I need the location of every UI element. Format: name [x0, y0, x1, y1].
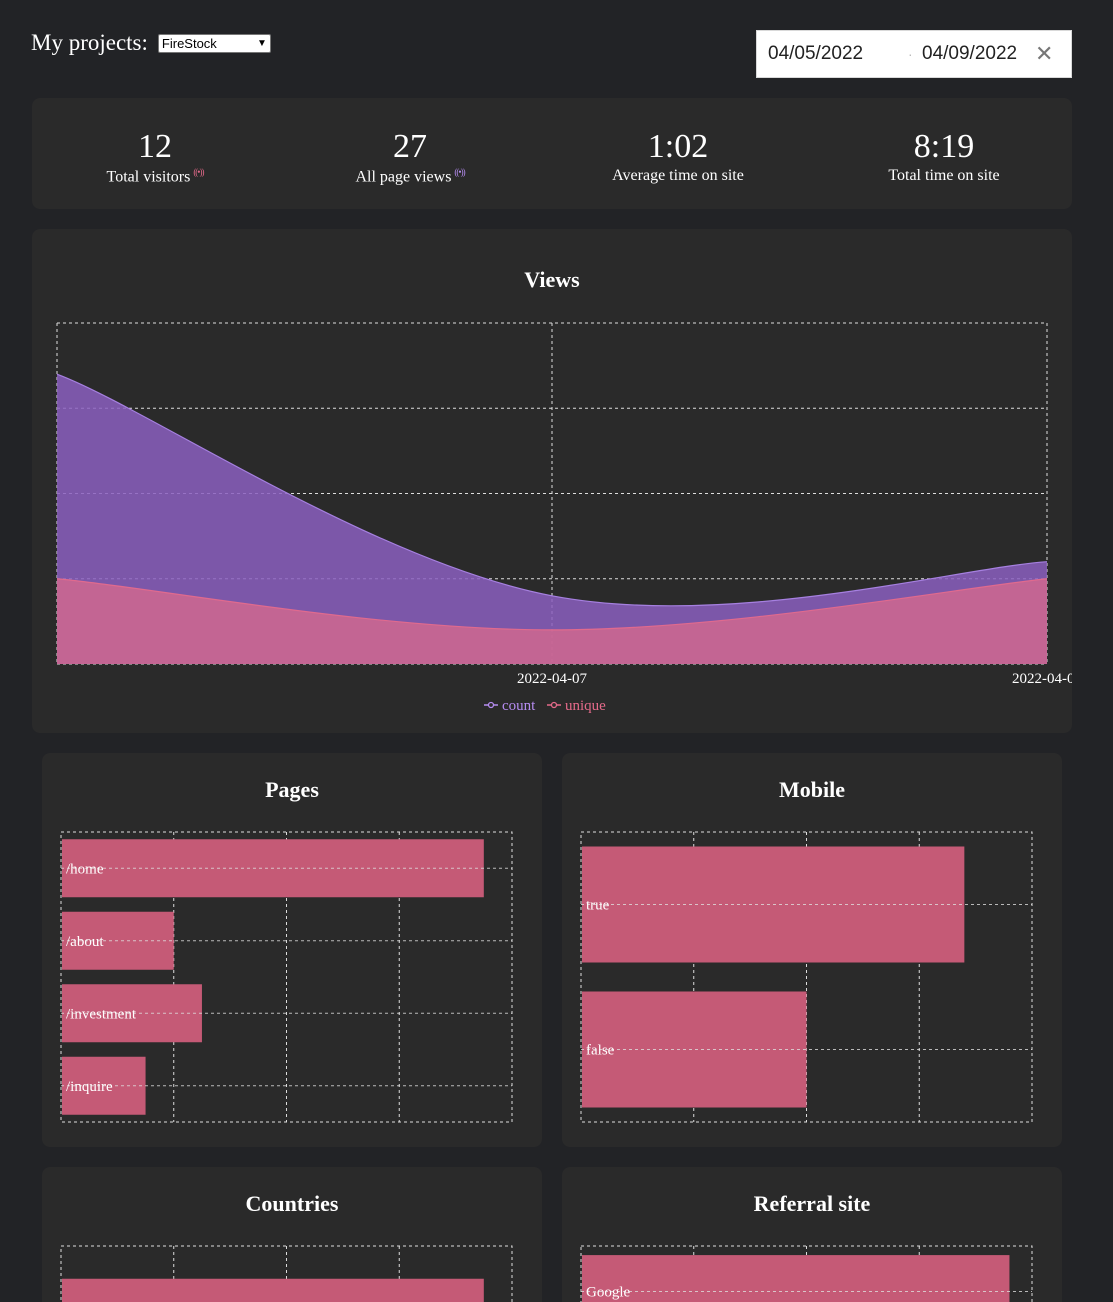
stat-total-time: 8:19 Total time on site: [834, 128, 1054, 185]
x-tick-label: 2022-04-08: [1012, 671, 1072, 687]
stats-card: 12 Total visitors ((•)) 27 All page views…: [32, 98, 1072, 209]
chart-title: Pages: [265, 777, 319, 802]
bar-label: /investment: [66, 1006, 137, 1022]
projects-label: My projects:: [31, 30, 148, 55]
legend: count unique: [484, 698, 606, 714]
referral-card: Referral site Google: [562, 1167, 1062, 1302]
x-tick-label: 2022-04-07: [517, 671, 587, 687]
legend-marker-unique: [550, 701, 558, 709]
pages-card: Pages /home/about/investment/inquire: [42, 753, 542, 1147]
bar-false: [582, 991, 807, 1108]
series-area-unique: [57, 578, 1047, 664]
legend-marker-count: [487, 701, 495, 709]
bar-label: Google: [586, 1285, 631, 1301]
stat-label: Total visitors ((•)): [106, 167, 205, 186]
series-line-count: [56, 373, 1048, 607]
stat-page-views: 27 All page views ((•)): [300, 128, 520, 186]
stat-label: Total time on site: [888, 167, 1000, 184]
header: My projects: FireStock ▼: [31, 30, 271, 56]
date-range-picker[interactable]: 04/05/2022 · 04/09/2022 ✕: [756, 30, 1072, 78]
referral-chart: Google: [580, 1245, 1033, 1302]
pages-chart: /home/about/investment/inquire: [60, 831, 513, 1123]
legend-label-count: count: [502, 698, 536, 714]
project-select-value: FireStock: [161, 35, 217, 51]
countries-chart: France: [60, 1245, 513, 1302]
views-card: Views 2022-04-07 2022-04-08 count unique: [32, 229, 1072, 733]
stat-average-time: 1:02 Average time on site: [568, 128, 788, 185]
series-line-unique: [56, 578, 1048, 631]
bar-Google: [582, 1255, 1010, 1302]
chart-title: Countries: [245, 1191, 339, 1216]
project-select[interactable]: FireStock ▼: [157, 33, 271, 53]
chart-title: Views: [524, 267, 580, 292]
countries-card: Countries France: [42, 1167, 542, 1302]
live-icon: ((•)): [193, 167, 204, 177]
legend-label-unique: unique: [565, 698, 606, 714]
bar-label: /inquire: [66, 1079, 113, 1095]
clear-date-icon[interactable]: ✕: [1035, 41, 1054, 66]
date-range-separator: ·: [908, 46, 913, 62]
start-date-input[interactable]: 04/05/2022: [768, 43, 864, 64]
chart-title: Mobile: [779, 777, 845, 802]
stat-value: 12: [138, 128, 172, 165]
stat-label: Average time on site: [612, 167, 744, 184]
views-chart: 2022-04-07 2022-04-08 count unique: [56, 322, 1072, 714]
stat-value: 8:19: [913, 128, 975, 165]
stat-value: 27: [393, 128, 427, 165]
bar-France: [62, 1278, 484, 1302]
series-area-count: [57, 374, 1047, 664]
bar-label: false: [586, 1043, 615, 1059]
mobile-chart: true false: [580, 831, 1033, 1123]
live-icon: ((•)): [454, 167, 465, 177]
stat-value: 1:02: [647, 128, 709, 165]
bar-label: /home: [66, 861, 104, 877]
stat-total-visitors: 12 Total visitors ((•)): [45, 128, 265, 186]
stat-label: All page views ((•)): [355, 167, 465, 186]
chart-title: Referral site: [753, 1191, 871, 1216]
end-date-input[interactable]: 04/09/2022: [922, 43, 1018, 64]
bar-label: /about: [66, 934, 104, 950]
mobile-card: Mobile true false: [562, 753, 1062, 1147]
chevron-down-icon: ▼: [257, 37, 267, 49]
bar-label: true: [586, 898, 610, 914]
